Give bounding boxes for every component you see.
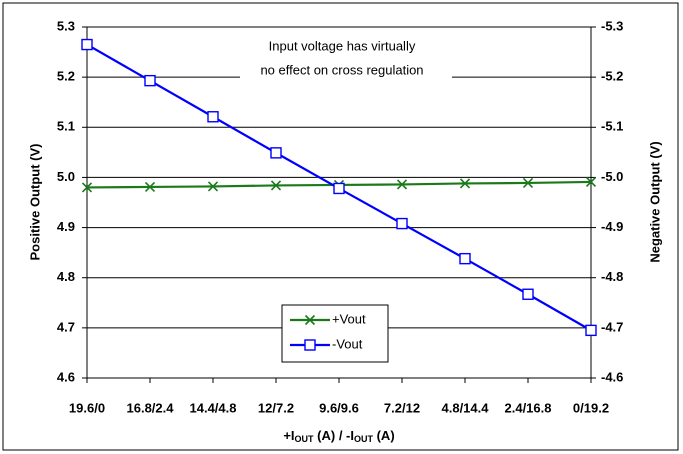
x-axis-label-part: (A) / -I <box>314 428 354 443</box>
marker-x <box>522 177 534 189</box>
y2-tick-label: -5.0 <box>601 169 623 184</box>
x-tick-label: 14.4/4.8 <box>190 400 237 415</box>
x-tick-label: 19.6/0 <box>69 400 105 415</box>
marker-square <box>585 324 597 337</box>
marker-square <box>522 288 534 300</box>
y-tick-label: 4.8 <box>57 269 75 284</box>
marker-x <box>207 181 219 192</box>
annotation: no effect on cross regulation <box>260 62 423 77</box>
x-axis-label-part: (A) <box>373 428 395 443</box>
marker-square <box>144 74 156 87</box>
legend-box <box>281 304 389 363</box>
x-axis-label-subscript: OUT <box>354 434 374 444</box>
marker-x <box>304 314 316 326</box>
x-axis-label-subscript: OUT <box>295 434 315 444</box>
marker-square <box>333 182 345 195</box>
y2-axis-label: Negative Output (V) <box>647 141 662 262</box>
y-tick-label: 5.1 <box>57 119 75 134</box>
y2-tick-label: -5.1 <box>601 119 623 134</box>
x-tick-label: 9.6/9.6 <box>319 400 359 415</box>
x-tick-label: 4.8/14.4 <box>442 400 490 415</box>
marker-x <box>585 176 597 188</box>
y-tick-label: 5.3 <box>57 18 75 33</box>
marker-square <box>304 339 316 351</box>
x-axis-label: +IOUT (A) / -IOUT (A) <box>283 428 394 444</box>
y-tick-label: 4.7 <box>57 319 75 334</box>
marker-square <box>81 38 93 51</box>
y2-tick-label: -4.9 <box>601 219 623 234</box>
y2-tick-label: -4.8 <box>601 269 623 284</box>
marker-x <box>459 178 471 189</box>
legend-label: -Vout <box>332 336 363 351</box>
annotation-background <box>240 38 452 56</box>
y2-tick-label: -4.7 <box>601 319 623 334</box>
marker-square <box>207 111 219 123</box>
y-tick-label: 5.2 <box>57 69 75 84</box>
x-tick-label: 7.2/12 <box>384 400 420 415</box>
y2-tick-label: -4.6 <box>601 369 623 384</box>
x-tick-label: 12/7.2 <box>258 400 294 415</box>
marker-x <box>81 182 93 193</box>
y2-tick-label: -5.2 <box>601 69 623 84</box>
marker-x <box>270 180 282 191</box>
x-tick-label: 2.4/16.8 <box>505 400 552 415</box>
y-tick-label: 4.6 <box>57 369 75 384</box>
x-tick-label: 16.8/2.4 <box>127 400 175 415</box>
legend-label: +Vout <box>332 311 366 326</box>
annotation-background <box>240 62 452 80</box>
marker-square <box>270 147 282 159</box>
x-axis-label-part: +I <box>283 428 294 443</box>
marker-square <box>459 252 471 265</box>
marker-x <box>144 181 156 193</box>
y-axis-label: Positive Output (V) <box>27 144 42 261</box>
annotation: Input voltage has virtually <box>269 38 416 53</box>
y-tick-label: 5.0 <box>57 169 75 184</box>
x-tick-label: 0/19.2 <box>573 400 609 415</box>
y2-tick-label: -5.3 <box>601 18 623 33</box>
marker-square <box>396 217 408 230</box>
marker-x <box>396 179 408 190</box>
y-tick-label: 4.9 <box>57 219 75 234</box>
